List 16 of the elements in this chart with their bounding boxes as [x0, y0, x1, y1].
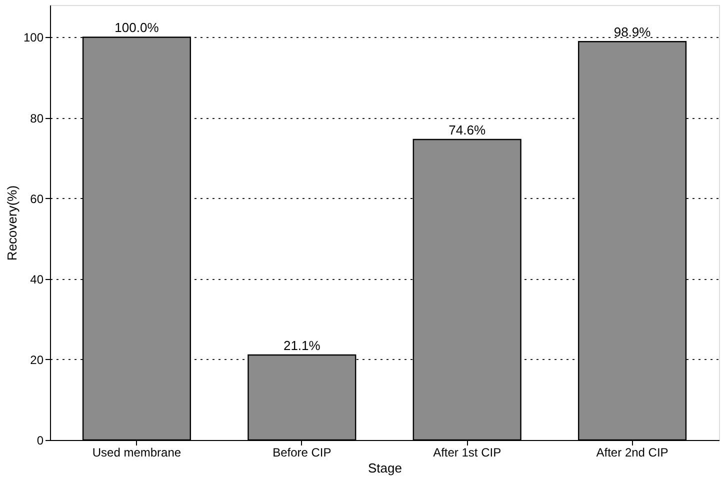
data-label: 74.6%: [448, 122, 486, 138]
x-tick-label: After 2nd CIP: [596, 446, 668, 460]
data-label: 100.0%: [114, 20, 160, 36]
data-label: 21.1%: [283, 338, 321, 354]
y-tick-label: 60: [30, 192, 44, 206]
x-axis-title: Stage: [368, 460, 402, 476]
y-tick-label: 40: [30, 272, 44, 286]
y-tick-label: 0: [36, 434, 44, 448]
y-axis-title: Recovery(%): [4, 185, 20, 261]
y-tick-label: 80: [30, 111, 44, 126]
x-tick-label: After 1st CIP: [433, 446, 502, 460]
data-label: 98.9%: [614, 24, 652, 40]
x-tick-label: Before CIP: [272, 446, 332, 460]
y-tick-label: 20: [30, 352, 44, 367]
x-tick-label: Used membrane: [92, 446, 182, 460]
y-tick-label: 100: [23, 30, 44, 45]
